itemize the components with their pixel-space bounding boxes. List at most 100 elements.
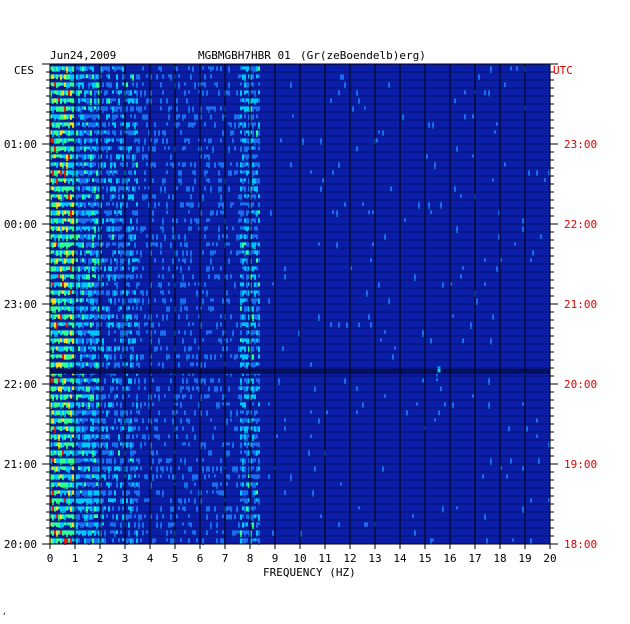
- heatmap-cell: [158, 322, 160, 327]
- heatmap-cell: [88, 530, 90, 537]
- heatmap-cell: [70, 74, 72, 81]
- heatmap-cell: [146, 234, 148, 238]
- heatmap-cell: [76, 362, 78, 366]
- heatmap-cell: [120, 146, 122, 151]
- heatmap-cell: [76, 130, 78, 136]
- heatmap-cell: [64, 234, 66, 239]
- heatmap-cell: [82, 194, 84, 200]
- heatmap-cell: [134, 530, 136, 535]
- heatmap-cell: [114, 346, 116, 352]
- heatmap-cell: [54, 66, 56, 72]
- heatmap-cell: [120, 522, 122, 529]
- heatmap-cell: [52, 218, 54, 224]
- heatmap-cell: [254, 146, 256, 150]
- heatmap-cell: [128, 514, 130, 519]
- heatmap-cell: [64, 274, 66, 280]
- heatmap-cell: [68, 122, 70, 129]
- heatmap-cell: [98, 234, 100, 241]
- heatmap-cell: [138, 482, 140, 489]
- heatmap-cell: [202, 66, 204, 70]
- heatmap-cell: [258, 530, 260, 536]
- heatmap-cell: [98, 506, 100, 512]
- heatmap-cell: [230, 122, 232, 128]
- heatmap-cell: [488, 402, 490, 409]
- heatmap-cell: [222, 298, 224, 304]
- heatmap-cell: [90, 194, 92, 198]
- heatmap-cell: [250, 322, 252, 327]
- heatmap-cell: [82, 122, 84, 127]
- heatmap-cell: [92, 154, 94, 160]
- heatmap-cell: [176, 410, 178, 414]
- heatmap-cell: [196, 290, 198, 297]
- heatmap-cell: [50, 106, 52, 111]
- heatmap-cell: [92, 378, 94, 382]
- heatmap-cell: [176, 66, 178, 72]
- heatmap-cell: [240, 338, 242, 342]
- heatmap-cell: [206, 266, 208, 272]
- heatmap-cell: [96, 74, 98, 79]
- heatmap-cell: [134, 90, 136, 94]
- heatmap-cell: [236, 170, 238, 174]
- heatmap-cell: [68, 450, 70, 456]
- heatmap-cell: [68, 274, 70, 278]
- heatmap-cell: [256, 474, 258, 480]
- heatmap-cell: [92, 146, 94, 150]
- heatmap-cell: [168, 306, 170, 313]
- heatmap-cell: [54, 90, 56, 94]
- heatmap-cell: [240, 498, 242, 502]
- heatmap-cell: [114, 218, 116, 223]
- heatmap-cell: [136, 74, 138, 80]
- heatmap-cell: [84, 354, 86, 358]
- heatmap-cell: [116, 466, 118, 471]
- heatmap-cell: [106, 202, 108, 206]
- heatmap-cell: [62, 66, 64, 71]
- heatmap-cell: [242, 490, 244, 496]
- heatmap-cell: [66, 482, 68, 489]
- heatmap-cell: [58, 130, 60, 138]
- heatmap-cell: [130, 338, 132, 345]
- heatmap-cell: [62, 450, 64, 455]
- heatmap-cell: [86, 522, 88, 527]
- heatmap-cell: [86, 530, 88, 535]
- heatmap-cell: [78, 386, 80, 391]
- heatmap-cell: [134, 210, 136, 216]
- heatmap-cell: [162, 218, 164, 225]
- heatmap-cell: [244, 490, 246, 497]
- heatmap-cell: [244, 266, 246, 271]
- heatmap-cell: [210, 330, 212, 334]
- heatmap-cell: [108, 234, 110, 238]
- heatmap-cell: [90, 322, 92, 328]
- heatmap-cell: [110, 106, 112, 110]
- heatmap-cell: [150, 162, 152, 169]
- heatmap-cell: [160, 290, 162, 294]
- heatmap-cell: [78, 474, 80, 479]
- heatmap-cell: [184, 258, 186, 264]
- heatmap-cell: [186, 354, 188, 361]
- heatmap-cell: [76, 226, 78, 231]
- heatmap-cell: [92, 138, 94, 143]
- heatmap-cell: [456, 226, 458, 234]
- heatmap-cell: [428, 202, 430, 210]
- x-axis: 0 1 2 3 4 5 6 7 8 9 10 11 12 13 14 15 16 17 18 19 20: [47, 544, 557, 565]
- heatmap-cell: [172, 218, 174, 223]
- heatmap-cell: [154, 330, 156, 334]
- heatmap-cell: [78, 394, 80, 398]
- heatmap-cell: [254, 162, 256, 167]
- heatmap-cell: [154, 146, 156, 153]
- heatmap-cell: [84, 290, 86, 295]
- heatmap-cell: [82, 514, 84, 518]
- heatmap-cell: [100, 482, 102, 488]
- heatmap-cell: [94, 530, 96, 537]
- heatmap-cell: [248, 354, 250, 358]
- heatmap-cell: [50, 218, 52, 224]
- heatmap-cell: [120, 138, 122, 144]
- heatmap-cell: [118, 90, 120, 95]
- heatmap-cell: [66, 490, 68, 494]
- heatmap-cell: [212, 306, 214, 311]
- heatmap-cell: [90, 498, 92, 505]
- heatmap-cell: [218, 178, 220, 183]
- heatmap-cell: [370, 258, 372, 263]
- heatmap-cell: [248, 386, 250, 390]
- heatmap-cell: [106, 306, 108, 312]
- heatmap-cell: [60, 458, 62, 465]
